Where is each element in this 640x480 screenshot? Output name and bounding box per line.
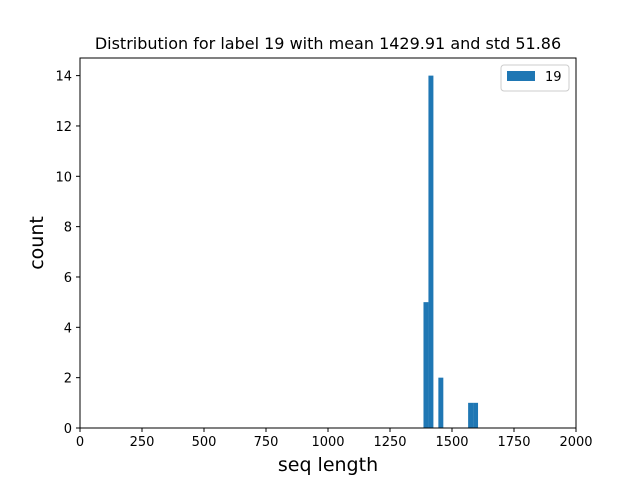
histogram-bar	[423, 302, 429, 428]
histogram-bar	[473, 402, 479, 428]
histogram-bar	[468, 402, 474, 428]
y-tick-label: 0	[64, 422, 72, 437]
y-axis-ticks: 0 2 4 6 8 10 12 14	[55, 70, 80, 437]
x-tick-label: 2000	[559, 435, 592, 450]
y-tick-label: 10	[55, 170, 72, 185]
x-axis-ticks: 0 250 500 750 1000 1250 1500 1750 2000	[76, 428, 593, 450]
x-tick-label: 0	[76, 435, 84, 450]
x-axis-label: seq length	[278, 454, 378, 476]
y-tick-label: 2	[64, 372, 72, 387]
y-tick-label: 4	[64, 321, 72, 336]
y-axis-label: count	[26, 216, 48, 270]
x-tick-label: 1250	[373, 435, 406, 450]
x-tick-label: 750	[254, 435, 279, 450]
histogram-bar	[438, 377, 444, 428]
chart-title: Distribution for label 19 with mean 1429…	[95, 34, 561, 53]
legend-label: 19	[545, 70, 562, 85]
y-tick-label: 8	[64, 221, 72, 236]
y-tick-label: 6	[64, 271, 72, 286]
legend: 19	[500, 64, 570, 92]
plot-frame	[79, 57, 577, 429]
y-tick-label: 12	[55, 120, 72, 135]
x-tick-label: 1750	[497, 435, 530, 450]
legend-swatch	[507, 71, 535, 81]
y-tick-label: 14	[55, 70, 72, 85]
x-tick-label: 1000	[311, 435, 344, 450]
x-tick-label: 1500	[435, 435, 468, 450]
bars-group	[423, 75, 479, 428]
x-tick-label: 250	[130, 435, 155, 450]
x-tick-label: 500	[192, 435, 217, 450]
histogram-bar	[428, 75, 434, 428]
